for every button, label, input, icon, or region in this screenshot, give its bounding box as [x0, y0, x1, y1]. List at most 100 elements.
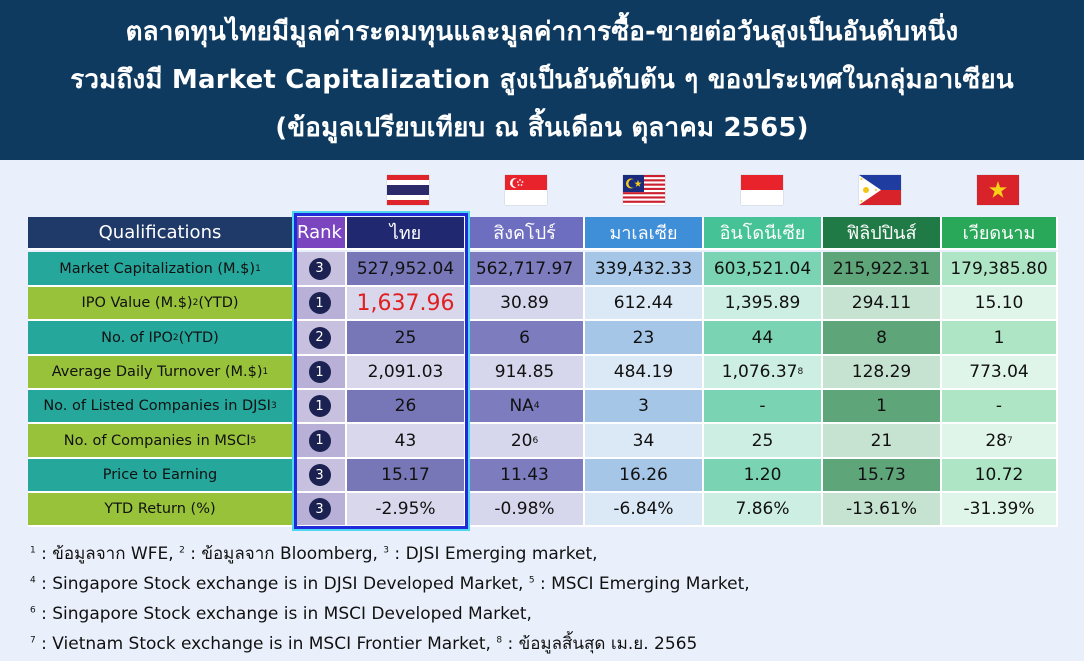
row-label: Average Daily Turnover (M.$) 1	[28, 356, 294, 390]
value-cell-malaysia: 3	[585, 390, 704, 424]
table-row: No. of Companies in MSCI 5 1 43 20 6 34 25 21 28 7	[28, 424, 1058, 459]
singapore-flag-icon	[505, 175, 547, 205]
rank-cell: 1	[294, 356, 347, 390]
vietnam-flag-icon	[977, 175, 1019, 205]
value-cell-indonesia: 25	[704, 424, 823, 459]
value-cell-philippines: -13.61%	[823, 493, 942, 527]
rank-cell: 1	[294, 287, 347, 321]
value-cell-philippines: 21	[823, 424, 942, 459]
rank-badge: 1	[308, 361, 331, 383]
rank-badge: 3	[308, 498, 331, 520]
table-row: Average Daily Turnover (M.$) 1 1 2,091.03 91…	[28, 356, 1058, 390]
row-label: YTD Return (%)	[28, 493, 294, 527]
row-label: No. of Companies in MSCI 5	[28, 424, 294, 459]
rank-badge: 1	[308, 429, 331, 452]
rank-cell: 1	[294, 424, 347, 459]
value-cell-singapore: 562,717.97	[466, 252, 585, 287]
value-cell-thailand: -2.95%	[347, 493, 466, 527]
value-cell-vietnam: 10.72	[942, 459, 1058, 493]
value-cell-philippines: 215,922.31	[823, 252, 942, 287]
value-cell-vietnam: 773.04	[942, 356, 1058, 390]
value-cell-indonesia: 1,076.37 8	[704, 356, 823, 390]
value-cell-singapore: 20 6	[466, 424, 585, 459]
value-cell-indonesia: 1.20	[704, 459, 823, 493]
value-cell-philippines: 8	[823, 321, 942, 356]
value-cell-singapore: 11.43	[466, 459, 585, 493]
value-cell-indonesia: -	[704, 390, 823, 424]
value-cell-thailand: 15.17	[347, 459, 466, 493]
value-cell-indonesia: 7.86%	[704, 493, 823, 527]
value-cell-malaysia: 34	[585, 424, 704, 459]
value-cell-thailand: 527,952.04	[347, 252, 466, 287]
header-country-singapore: สิงคโปร์	[466, 217, 585, 250]
header-qualifications: Qualifications	[28, 217, 294, 250]
rank-badge: 1	[308, 292, 331, 314]
header-country-thailand: ไทย	[347, 217, 466, 250]
rank-cell: 2	[294, 321, 347, 356]
rank-badge: 1	[308, 395, 331, 417]
value-cell-vietnam: -31.39%	[942, 493, 1058, 527]
value-cell-thailand: 26	[347, 390, 466, 424]
row-label: IPO Value (M.$) 2 (YTD)	[28, 287, 294, 321]
table-row: Price to Earning 3 15.17 11.43 16.26 1.20 15.7…	[28, 459, 1058, 493]
value-cell-philippines: 15.73	[823, 459, 942, 493]
header-country-malaysia: มาเลเซีย	[585, 217, 704, 250]
value-cell-vietnam: 28 7	[942, 424, 1058, 459]
footnote-line: 6 : Singapore Stock exchange is in MSCI …	[30, 604, 532, 624]
table-header-row: Qualifications Rank ไทย สิงคโปร์ มาเลเซี…	[28, 217, 1058, 250]
row-label: No. of Listed Companies in DJSI 3	[28, 390, 294, 424]
value-cell-vietnam: -	[942, 390, 1058, 424]
value-cell-malaysia: 612.44	[585, 287, 704, 321]
header-rank: Rank	[294, 217, 347, 250]
value-cell-thailand: 2,091.03	[347, 356, 466, 390]
value-cell-singapore: 30.89	[466, 287, 585, 321]
title-line-1: ตลาดทุนไทยมีมูลค่าระดมทุนและมูลค่าการซื้…	[125, 17, 959, 47]
value-cell-malaysia: 339,432.33	[585, 252, 704, 287]
value-cell-malaysia: 23	[585, 321, 704, 356]
rank-badge: 3	[308, 257, 331, 280]
footnotes: 1 : ข้อมูลจาก WFE, 2 : ข้อมูลจาก Bloombe…	[30, 540, 750, 660]
indonesia-flag-icon	[741, 175, 783, 205]
footnote-line: 4 : Singapore Stock exchange is in DJSI …	[30, 574, 750, 594]
value-cell-thailand: 25	[347, 321, 466, 356]
value-cell-malaysia: 16.26	[585, 459, 704, 493]
footnote-line: 1 : ข้อมูลจาก WFE, 2 : ข้อมูลจาก Bloombe…	[30, 544, 598, 564]
value-cell-singapore: -0.98%	[466, 493, 585, 527]
rank-cell: 3	[294, 493, 347, 527]
value-cell-vietnam: 1	[942, 321, 1058, 356]
table-row: No. of IPO 2 (YTD) 2 25 6 23 44 8 1	[28, 321, 1058, 356]
row-label: Price to Earning	[28, 459, 294, 493]
value-cell-thailand: 43	[347, 424, 466, 459]
header-country-indonesia: อินโดนีเซีย	[704, 217, 823, 250]
value-cell-indonesia: 44	[704, 321, 823, 356]
value-cell-indonesia: 603,521.04	[704, 252, 823, 287]
footnote-line: 7 : Vietnam Stock exchange is in MSCI Fr…	[30, 634, 698, 654]
header-country-philippines: ฟิลิปปินส์	[823, 217, 942, 250]
rank-cell: 1	[294, 390, 347, 424]
thailand-flag-icon	[387, 175, 429, 205]
value-cell-singapore: 914.85	[466, 356, 585, 390]
title-banner: ตลาดทุนไทยมีมูลค่าระดมทุนและมูลค่าการซื้…	[0, 0, 1084, 160]
table-row: Market Capitalization (M.$) 1 3 527,952.04 5…	[28, 252, 1058, 287]
table-row: IPO Value (M.$) 2 (YTD) 1 1,637.96 30.89 612.…	[28, 287, 1058, 321]
value-cell-thailand: 1,637.96	[347, 287, 466, 321]
value-cell-singapore: 6	[466, 321, 585, 356]
table-row: YTD Return (%) 3 -2.95% -0.98% -6.84% 7.86% -1…	[28, 493, 1058, 527]
value-cell-philippines: 1	[823, 390, 942, 424]
value-cell-malaysia: 484.19	[585, 356, 704, 390]
malaysia-flag-icon	[623, 175, 665, 205]
title-line-3: (ข้อมูลเปรียบเทียบ ณ สิ้นเดือน ตุลาคม 25…	[275, 113, 809, 143]
table-row: No. of Listed Companies in DJSI 3 1 26 NA 4 3-…	[28, 390, 1058, 424]
header-country-vietnam: เวียดนาม	[942, 217, 1058, 250]
value-cell-philippines: 128.29	[823, 356, 942, 390]
value-cell-philippines: 294.11	[823, 287, 942, 321]
value-cell-singapore: NA 4	[466, 390, 585, 424]
rank-badge: 2	[308, 326, 331, 349]
title-line-2: รวมถึงมี Market Capitalization สูงเป็นอั…	[70, 65, 1014, 95]
philippines-flag-icon	[859, 175, 901, 205]
rank-cell: 3	[294, 459, 347, 493]
value-cell-vietnam: 15.10	[942, 287, 1058, 321]
value-cell-vietnam: 179,385.80	[942, 252, 1058, 287]
row-label: No. of IPO 2 (YTD)	[28, 321, 294, 356]
rank-badge: 3	[308, 464, 331, 486]
